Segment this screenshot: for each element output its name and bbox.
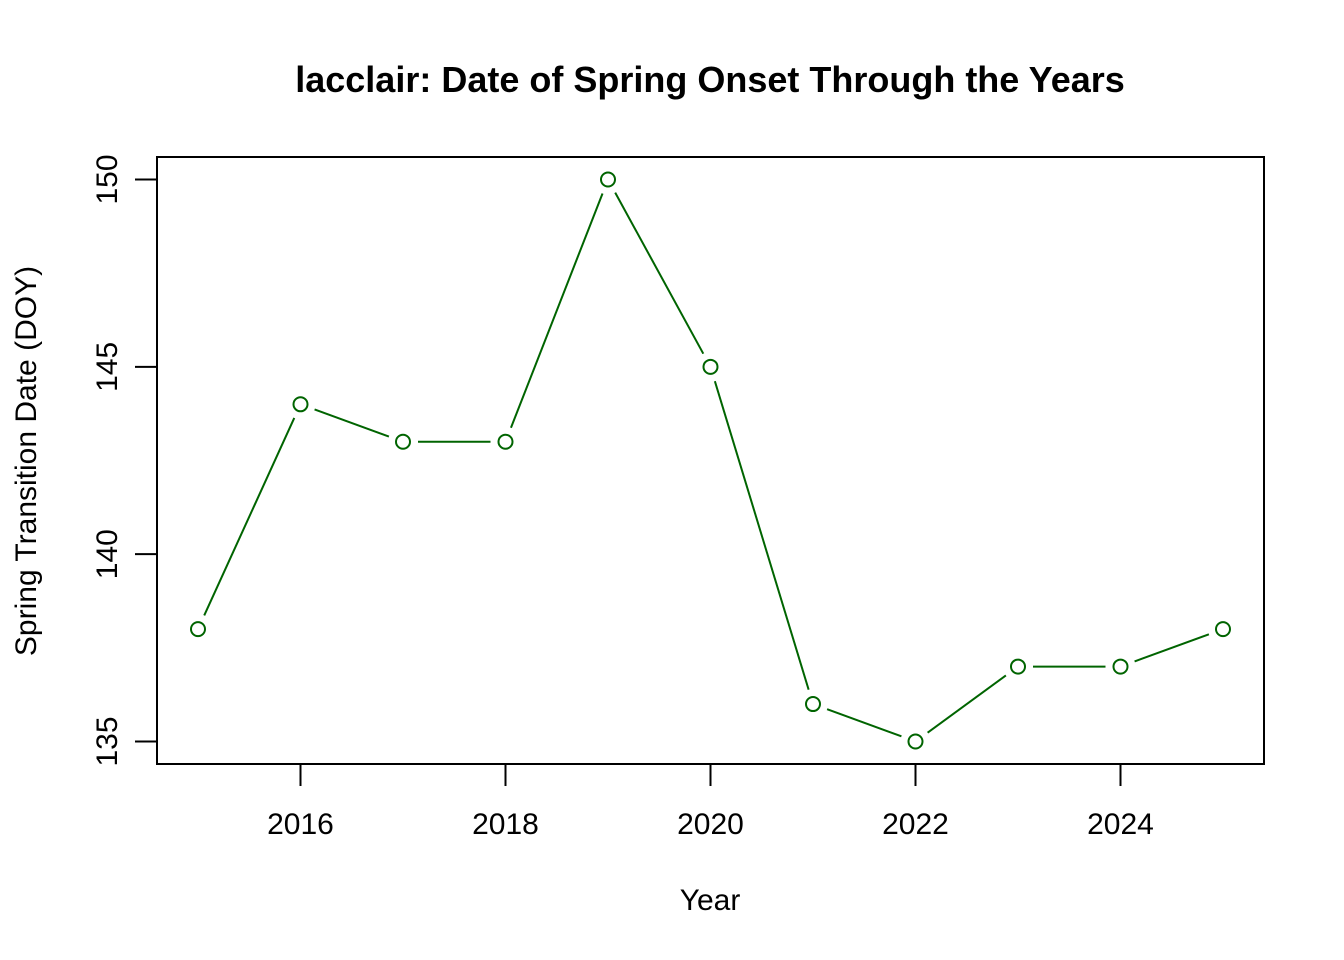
data-point-marker: [702, 358, 719, 375]
series-line-segment: [510, 193, 604, 429]
data-point-marker: [292, 396, 309, 413]
x-tick-label: 2016: [267, 808, 334, 841]
y-tick-label: 140: [91, 529, 124, 579]
data-point-marker: [600, 171, 616, 188]
data-point-marker: [190, 621, 206, 638]
y-tick-label: 135: [91, 716, 124, 766]
series-line-segment: [614, 192, 705, 355]
series-line-segment: [826, 708, 902, 738]
x-tick-label: 2022: [882, 808, 949, 841]
y-tick-label: 145: [91, 342, 124, 392]
data-point-marker: [1112, 658, 1129, 675]
series-line-segment: [713, 380, 810, 690]
data-point-marker: [1010, 658, 1026, 675]
data-point-marker: [497, 433, 514, 450]
series-line-segment: [927, 674, 1007, 734]
x-tick-label: 2020: [677, 808, 744, 841]
x-axis-label: Year: [680, 884, 741, 917]
series-line-segment: [1134, 633, 1210, 663]
y-tick-label: 150: [91, 154, 124, 204]
x-tick-label: 2018: [472, 808, 539, 841]
data-point-marker: [1215, 621, 1231, 638]
data-point-marker: [395, 433, 411, 450]
chart-title: lacclair: Date of Spring Onset Through t…: [295, 59, 1125, 100]
series-line-segment: [314, 408, 390, 438]
y-axis: 135 140 145 150: [91, 154, 158, 767]
x-axis: 2016 2018 2020 2022 2024: [267, 763, 1154, 841]
x-tick-label: 2024: [1087, 808, 1154, 841]
y-axis-label: Spring Transition Date (DOY): [10, 266, 43, 656]
data-point-marker: [907, 733, 924, 750]
data-point-marker: [805, 696, 821, 713]
series-line-segment: [203, 417, 296, 616]
series-layer: [190, 171, 1231, 750]
